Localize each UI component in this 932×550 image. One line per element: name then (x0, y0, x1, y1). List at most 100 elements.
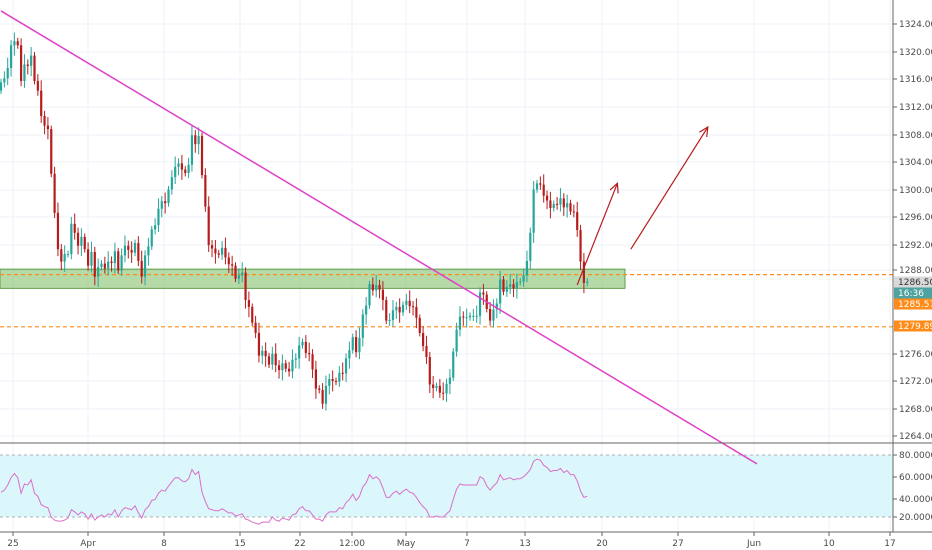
candle-body (147, 246, 150, 256)
rsi-tick-label: 40.0000 (899, 495, 932, 505)
candle-body (535, 183, 539, 190)
candle-body (120, 255, 123, 271)
candle-body (422, 333, 425, 347)
candle-body (556, 203, 559, 205)
candle-body (395, 306, 398, 311)
candle-body (294, 358, 297, 360)
candle-body (321, 389, 324, 404)
candle-body (385, 300, 388, 321)
candle-body (298, 345, 301, 359)
candle-body (442, 392, 445, 394)
candle-body (458, 316, 462, 330)
price-badge (894, 276, 932, 288)
candle-body (365, 305, 368, 315)
candle-body (328, 379, 331, 386)
candle-body (569, 203, 572, 212)
price-badge (894, 298, 932, 310)
candle-body (50, 129, 53, 174)
y-tick-label: 1312.00 (899, 103, 932, 113)
candle-body (237, 275, 240, 279)
candle-body (167, 189, 170, 204)
candle-body (204, 175, 207, 207)
candle-body (576, 212, 579, 230)
candle-body (388, 319, 391, 321)
x-tick-label: 8 (161, 539, 167, 549)
candle-body (334, 381, 338, 383)
candle-body (271, 353, 274, 365)
candle-body (9, 45, 13, 68)
candle-body (552, 203, 555, 209)
candle-body (415, 306, 418, 318)
candle-body (455, 329, 458, 352)
candle-body (505, 286, 508, 292)
candle-body (83, 236, 86, 250)
support-zone (0, 268, 626, 289)
candle-body (73, 223, 76, 233)
candle-body (468, 315, 472, 318)
price-badge-label: 16:36 (898, 289, 924, 299)
x-tick-label: 25 (7, 539, 18, 549)
candle-body (3, 78, 6, 83)
candle-body (375, 284, 378, 291)
candle-body (133, 243, 137, 253)
candle-body (559, 198, 562, 205)
y-tick-label: 1320.00 (899, 48, 932, 58)
arrow-head (609, 182, 619, 194)
x-tick-label: 22 (294, 539, 305, 549)
projection-arrow (576, 183, 618, 286)
price-badge (894, 320, 932, 332)
candle-body (368, 284, 371, 306)
candle-body (157, 208, 160, 226)
price-badge-label: 1285.57 (898, 300, 932, 310)
candle-body (261, 350, 264, 356)
y-tick-label: 1292.00 (899, 241, 932, 251)
y-tick-label: 1288.00 (899, 266, 932, 276)
candle-body (408, 300, 411, 307)
y-tick-label: 1272.00 (899, 377, 932, 387)
candle-body (462, 316, 465, 318)
candle-body (127, 245, 130, 250)
candle-body (545, 195, 549, 201)
candle-body (180, 163, 183, 170)
candle-body (432, 384, 435, 388)
candle-body (525, 260, 529, 276)
candle-body (87, 249, 90, 266)
candle-body (371, 284, 374, 291)
candle-body (113, 251, 116, 263)
y-tick-label: 1300.00 (899, 186, 932, 196)
x-tick-label: Jun (746, 539, 761, 549)
candle-body (448, 377, 451, 384)
candle-body (331, 379, 334, 382)
candle-body (210, 245, 214, 249)
candle-body (445, 383, 448, 394)
candle-body (224, 247, 227, 258)
candle-body (110, 261, 113, 263)
candle-body (187, 164, 190, 174)
candle-body (512, 284, 515, 289)
candle-body (221, 247, 224, 255)
x-tick-label: 20 (596, 539, 608, 549)
candle-body (418, 317, 421, 333)
candle-body (301, 341, 304, 346)
candle-body (398, 306, 401, 313)
candle-body (318, 388, 321, 390)
candle-body (257, 333, 261, 356)
candle-body (40, 90, 43, 117)
rsi-line (0, 458, 588, 525)
candle-body (489, 308, 492, 321)
candle-body (6, 67, 9, 79)
candle-body (267, 356, 271, 365)
projection-arrow (630, 126, 709, 250)
x-tick-label: 10 (823, 539, 835, 549)
rsi-tick-label: 60.0000 (899, 473, 932, 483)
candle-body (70, 223, 73, 255)
candle-body (164, 201, 167, 204)
candle-body (154, 225, 157, 230)
candle-body (529, 232, 532, 261)
candle-body (30, 55, 33, 66)
candle-body (452, 351, 455, 378)
candle-body (361, 314, 364, 338)
x-tick-label: 27 (672, 539, 683, 549)
